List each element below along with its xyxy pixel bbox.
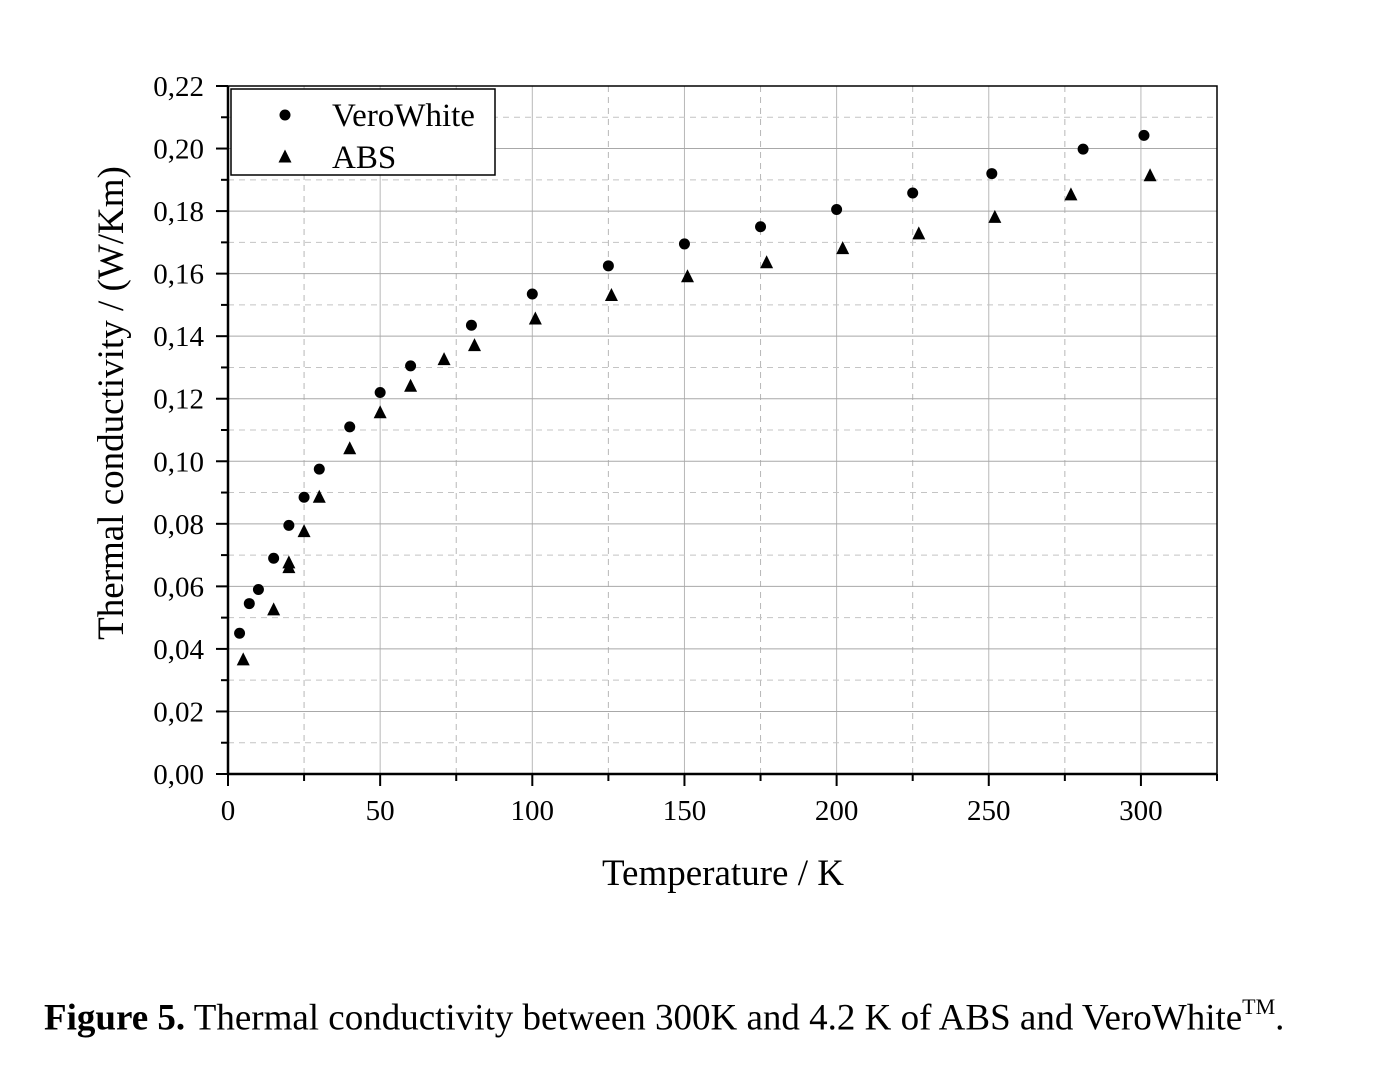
verowhite-point [313, 463, 325, 475]
x-tick-label: 0 [221, 795, 236, 827]
verowhite-point [298, 491, 310, 503]
data-markers [234, 129, 1157, 666]
verowhite-point [602, 260, 614, 272]
y-tick-label: 0,18 [153, 196, 204, 228]
abs-point [373, 405, 387, 419]
abs-point [236, 652, 250, 666]
abs-point [282, 555, 296, 569]
legend-label-abs: ABS [332, 140, 396, 176]
verowhite-point [374, 386, 386, 398]
abs-point [1143, 168, 1157, 182]
legend: VeroWhite ABS [230, 88, 496, 176]
abs-point [312, 489, 326, 503]
verowhite-point [1138, 129, 1150, 141]
verowhite-point [907, 187, 919, 199]
abs-point [297, 524, 311, 538]
verowhite-point [526, 288, 538, 300]
abs-point [528, 311, 542, 325]
y-tick-label: 0,00 [153, 759, 204, 791]
x-tick-label: 250 [967, 795, 1011, 827]
verowhite-point [234, 627, 246, 639]
y-tick-label: 0,06 [153, 571, 204, 603]
y-tick-label: 0,20 [153, 134, 204, 166]
abs-point [912, 226, 926, 240]
y-tick-label: 0,14 [153, 321, 204, 353]
thermal-conductivity-chart: 0 50 100 150 200 250 300 0,000,020,040,060,080… [91, 71, 1218, 894]
verowhite-point [344, 421, 356, 433]
x-tick-label: 200 [815, 795, 859, 827]
caption-end: . [1275, 997, 1285, 1039]
legend-box [230, 88, 496, 176]
verowhite-point [986, 168, 998, 180]
y-axis-title: Thermal conductivity / (W/Km) [91, 166, 132, 640]
verowhite-point [252, 583, 264, 595]
verowhite-point [243, 598, 255, 610]
x-tick-labels: 0 50 100 150 200 250 300 [221, 795, 1163, 827]
abs-point [760, 255, 774, 269]
verowhite-point [268, 552, 280, 564]
caption-text: Thermal conductivity between 300K and 4.… [185, 997, 1243, 1039]
caption-label: Figure 5. [44, 997, 186, 1039]
y-tick-label: 0,04 [153, 634, 204, 666]
verowhite-point [465, 319, 477, 331]
caption-superscript: TM [1242, 994, 1276, 1019]
abs-point [343, 441, 357, 455]
x-tick-label: 300 [1119, 795, 1163, 827]
abs-point [681, 269, 695, 283]
y-tick-label: 0,22 [153, 71, 204, 103]
verowhite-point [405, 360, 417, 372]
verowhite-point [1077, 143, 1089, 155]
verowhite-point [755, 221, 767, 233]
legend-marker-verowhite [279, 109, 291, 121]
abs-point [1064, 187, 1078, 201]
x-axis-title: Temperature / K [602, 853, 844, 894]
abs-point [604, 288, 618, 302]
verowhite-point [678, 238, 690, 250]
y-tick-label: 0,12 [153, 384, 204, 416]
y-tick-label: 0,08 [153, 509, 204, 541]
grid-lines [228, 86, 1217, 774]
abs-point [437, 352, 451, 366]
abs-point [467, 338, 481, 352]
legend-marker-abs [278, 149, 292, 163]
y-tick-labels: 0,00 0,02 0,04 0,06 0,08 0,10 0,12 0,14 0,16 0,18… [153, 71, 204, 791]
x-tick-label: 150 [663, 795, 707, 827]
verowhite-point [831, 204, 843, 216]
abs-point [267, 602, 281, 616]
verowhite-point [283, 519, 295, 531]
abs-point [836, 241, 850, 255]
abs-point [404, 378, 418, 392]
y-tick-label: 0,10 [153, 446, 204, 478]
y-tick-label: 0,16 [153, 259, 204, 291]
legend-label-verowhite: VeroWhite [332, 98, 475, 134]
y-tick-label: 0,02 [153, 696, 204, 728]
x-tick-label: 50 [366, 795, 395, 827]
axis-lines [226, 86, 1217, 776]
x-tick-label: 100 [511, 795, 555, 827]
figure-caption: Figure 5. Thermal conductivity between 3… [44, 994, 1285, 1039]
abs-point [988, 209, 1002, 223]
axis-ticks [216, 85, 1218, 786]
